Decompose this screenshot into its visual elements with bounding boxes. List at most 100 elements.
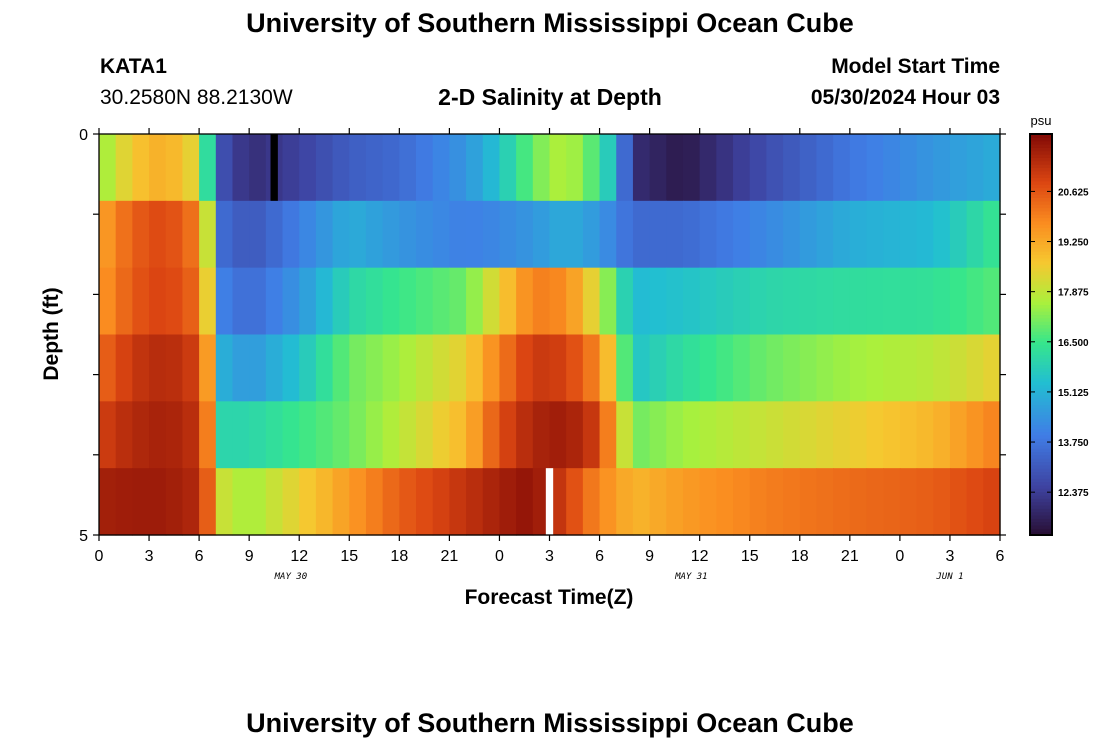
heatmap-cell [315, 401, 334, 469]
heatmap-cell [783, 468, 801, 536]
heatmap-cell [933, 267, 951, 336]
heatmap-cell [833, 134, 851, 202]
heatmap-cell [115, 134, 133, 202]
heatmap-cell [249, 267, 267, 336]
heatmap-cell [165, 200, 184, 269]
heatmap-cell [99, 401, 117, 469]
date-label: MAY 30 [274, 572, 308, 582]
heatmap-cell [182, 267, 200, 336]
heatmap-cell [282, 334, 300, 402]
heatmap-cell [115, 401, 133, 469]
colorbar-segment [1030, 197, 1052, 202]
heatmap-cell [349, 267, 367, 336]
colorbar-tick-label: 16.500 [1058, 338, 1089, 349]
heatmap-cell [549, 401, 567, 469]
colorbar-segment [1030, 304, 1052, 309]
heatmap-cell [933, 468, 951, 536]
heatmap-cell [99, 200, 117, 269]
heatmap-cell [883, 267, 901, 336]
heatmap-cell [632, 334, 651, 402]
heatmap-cell [215, 401, 234, 469]
colorbar-segment [1030, 524, 1052, 529]
heatmap-cell [616, 267, 634, 336]
heatmap-cell [199, 134, 217, 202]
colorbar-frame [1029, 133, 1053, 536]
heatmap-cell [165, 334, 184, 402]
heatmap-cell [215, 200, 234, 269]
heatmap-cell [315, 334, 334, 402]
heatmap-cell [432, 267, 450, 336]
heatmap-cell [332, 401, 350, 469]
heatmap-cell [499, 267, 517, 336]
heatmap-cell [132, 334, 150, 402]
heatmap-cell [983, 334, 1001, 402]
colorbar-segment [1030, 324, 1052, 329]
colorbar-segment [1030, 210, 1052, 215]
heatmap-cell [199, 200, 217, 269]
colorbar-segment [1030, 327, 1052, 332]
colorbar-segment [1030, 401, 1052, 406]
colorbar-segment [1030, 150, 1052, 155]
colorbar-segment [1030, 147, 1052, 152]
heatmap-cell [699, 267, 717, 336]
colorbar-segment [1030, 244, 1052, 249]
heatmap-cell [416, 401, 434, 469]
heatmap-cell [215, 468, 234, 536]
heatmap-cell [499, 334, 517, 402]
heatmap-cell [549, 267, 567, 336]
heatmap-cell [132, 468, 150, 536]
colorbar-segment [1030, 418, 1052, 422]
heatmap-cell [933, 134, 951, 202]
heatmap-cell [916, 334, 934, 402]
heatmap-cell [549, 200, 567, 269]
colorbar-segment [1030, 361, 1052, 366]
heatmap-cell [249, 468, 267, 536]
chart-subtitle: 2-D Salinity at Depth [438, 84, 662, 110]
heatmap-cell [349, 401, 367, 469]
salinity-heatmap-chart: 0 3 6 9 12 15 18 21 0 3 6 9 12 15 18 21 0 3 6 MAY 30 MAY 31… [40, 113, 1089, 609]
heatmap-cell [883, 334, 901, 402]
heatmap-cell [482, 468, 501, 536]
y-tick-label: 5 [79, 528, 88, 545]
heatmap-cell [816, 200, 834, 269]
colorbar-segment [1030, 314, 1052, 319]
heatmap-cell [783, 267, 801, 336]
x-tick-label: 21 [841, 548, 859, 565]
colorbar-segment [1030, 250, 1052, 255]
heatmap-cell [566, 334, 584, 402]
heatmap-cell [532, 468, 551, 536]
colorbar-segment [1030, 274, 1052, 279]
heatmap-cell [833, 401, 851, 469]
colorbar-segment [1030, 521, 1052, 526]
colorbar-segment [1030, 454, 1052, 459]
colorbar-segment [1030, 511, 1052, 516]
heatmap-cell [332, 200, 350, 269]
colorbar-segment [1030, 230, 1052, 235]
heatmap-cell [749, 134, 768, 202]
heatmap-cell [265, 334, 284, 402]
heatmap-cell [716, 200, 734, 269]
colorbar-segment [1030, 414, 1052, 419]
heatmap-cell [549, 334, 567, 402]
heatmap-cell [132, 134, 150, 202]
heatmap-cell [966, 468, 984, 536]
colorbar-segment [1030, 281, 1052, 285]
heatmap-cell [582, 267, 601, 336]
heatmap-cell [866, 468, 884, 536]
x-tick-label: 3 [945, 548, 954, 565]
colorbar-segment [1030, 134, 1052, 138]
heatmap-cell [916, 468, 934, 536]
heatmap-cell [682, 200, 701, 269]
colorbar-segment [1030, 411, 1052, 416]
colorbar-segment [1030, 501, 1052, 506]
heatmap-cell [666, 401, 684, 469]
colorbar-segment [1030, 140, 1052, 145]
heatmap-cell [482, 267, 501, 336]
heatmap-cell [215, 267, 234, 336]
colorbar-segment [1030, 408, 1052, 412]
heatmap-cell [582, 468, 601, 536]
colorbar-segment [1030, 234, 1052, 239]
colorbar-segment [1030, 491, 1052, 496]
heatmap-cell [699, 334, 717, 402]
heatmap-cell [866, 200, 884, 269]
